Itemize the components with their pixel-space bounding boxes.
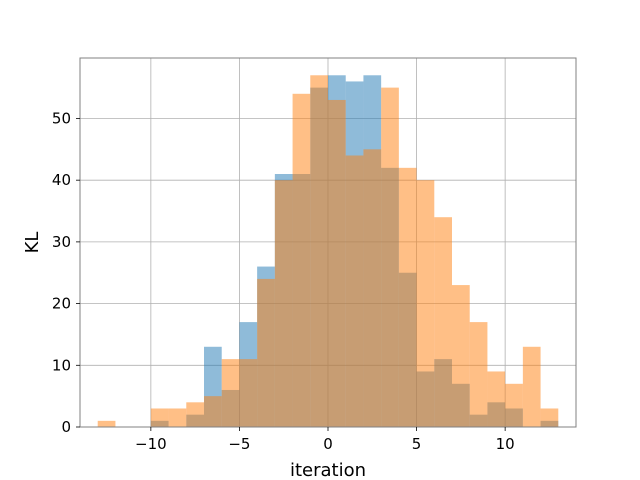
histogram-bar bbox=[363, 149, 382, 428]
x-axis-label: iteration bbox=[290, 460, 366, 480]
histogram-bar bbox=[257, 278, 275, 427]
y-axis-label: KL bbox=[22, 232, 43, 254]
histogram-bar bbox=[381, 87, 399, 428]
histogram-bar bbox=[540, 408, 559, 427]
x-tick-label: 5 bbox=[412, 435, 422, 453]
x-tick-label: 0 bbox=[323, 435, 333, 453]
y-tick-label: 30 bbox=[52, 233, 71, 251]
y-tick-label: 50 bbox=[52, 109, 71, 127]
ticks: −10 −5 0 5 10 0 10 20 30 40 50 bbox=[52, 109, 515, 453]
histogram-bar bbox=[221, 359, 240, 427]
histogram-bar bbox=[398, 167, 417, 427]
histogram-bar bbox=[310, 75, 328, 428]
y-tick-label: 0 bbox=[61, 418, 71, 436]
histogram-bar bbox=[150, 408, 169, 427]
histogram-bar bbox=[505, 383, 523, 427]
histogram-bar bbox=[345, 155, 364, 427]
histogram-bar bbox=[168, 408, 187, 427]
histogram-bar bbox=[416, 180, 435, 427]
histogram-bar bbox=[274, 180, 293, 427]
histogram-bar bbox=[292, 93, 311, 427]
bars bbox=[97, 75, 559, 428]
histogram-bar bbox=[97, 420, 116, 427]
histogram-bar bbox=[469, 322, 488, 427]
histogram-bar bbox=[328, 99, 346, 427]
x-tick-label: −5 bbox=[228, 435, 250, 453]
x-tick-label: −10 bbox=[135, 435, 167, 453]
y-tick-label: 10 bbox=[52, 356, 71, 374]
histogram-bar bbox=[452, 285, 470, 427]
histogram-bar bbox=[487, 371, 506, 427]
y-tick-label: 20 bbox=[52, 295, 71, 313]
histogram-bar bbox=[204, 396, 222, 427]
histogram-bar bbox=[239, 359, 258, 427]
y-tick-label: 40 bbox=[52, 171, 71, 189]
histogram-series-2 bbox=[97, 75, 559, 428]
x-tick-label: 10 bbox=[496, 435, 515, 453]
histogram-bar bbox=[522, 346, 541, 427]
histogram-bar bbox=[434, 217, 452, 427]
histogram-bar bbox=[186, 402, 204, 427]
